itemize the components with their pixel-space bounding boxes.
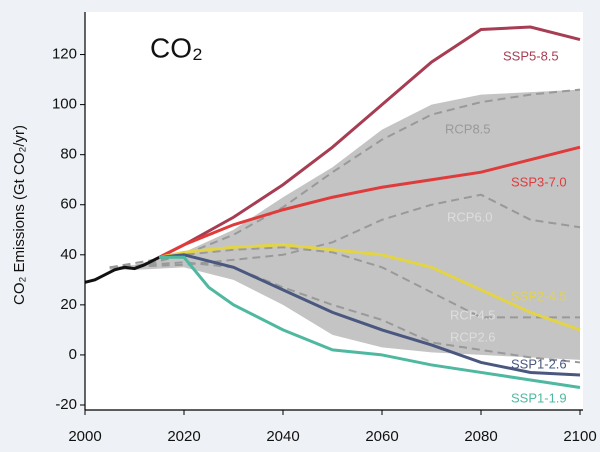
series-label: RCP6.0 [447,209,493,224]
y-tick-label: 60 [60,196,77,213]
series-line [109,193,581,269]
series-line [109,246,580,319]
y-tick-label: 0 [69,346,77,363]
series-label: RCP4.5 [450,307,496,322]
series-label: SSP2-4.5 [511,288,567,303]
series-line [158,25,581,259]
x-tick-label: 2100 [563,428,596,445]
x-tick-label: 2040 [266,428,299,445]
series-line [158,145,581,259]
series-line [158,243,581,332]
y-tick-label: 120 [52,46,77,63]
x-tick-label: 2080 [464,428,497,445]
series-line [109,88,581,269]
range-area [109,89,580,360]
x-tick-label: 2060 [365,428,398,445]
y-tick-label: 20 [60,296,77,313]
chart-title: CO₂ [150,32,203,63]
series-label: SSP1-2.6 [511,356,567,371]
series-label: RCP2.6 [450,329,496,344]
series-label: SSP5-8.5 [503,48,559,63]
y-tick-label: 80 [60,146,77,163]
y-tick-label: 100 [52,96,77,113]
series-label: RCP8.5 [445,121,491,136]
series-line [84,255,160,284]
series-label: SSP3-7.0 [511,174,567,189]
y-tick-label: -20 [55,396,77,413]
x-tick-label: 2000 [68,428,101,445]
series-line [159,255,581,389]
x-tick-label: 2020 [167,428,200,445]
series-label: SSP1-1.9 [511,390,567,405]
series-line [159,253,581,377]
y-axis-label: CO₂ Emissions (Gt CO₂/yr) [11,125,28,305]
y-tick-label: 40 [60,246,77,263]
